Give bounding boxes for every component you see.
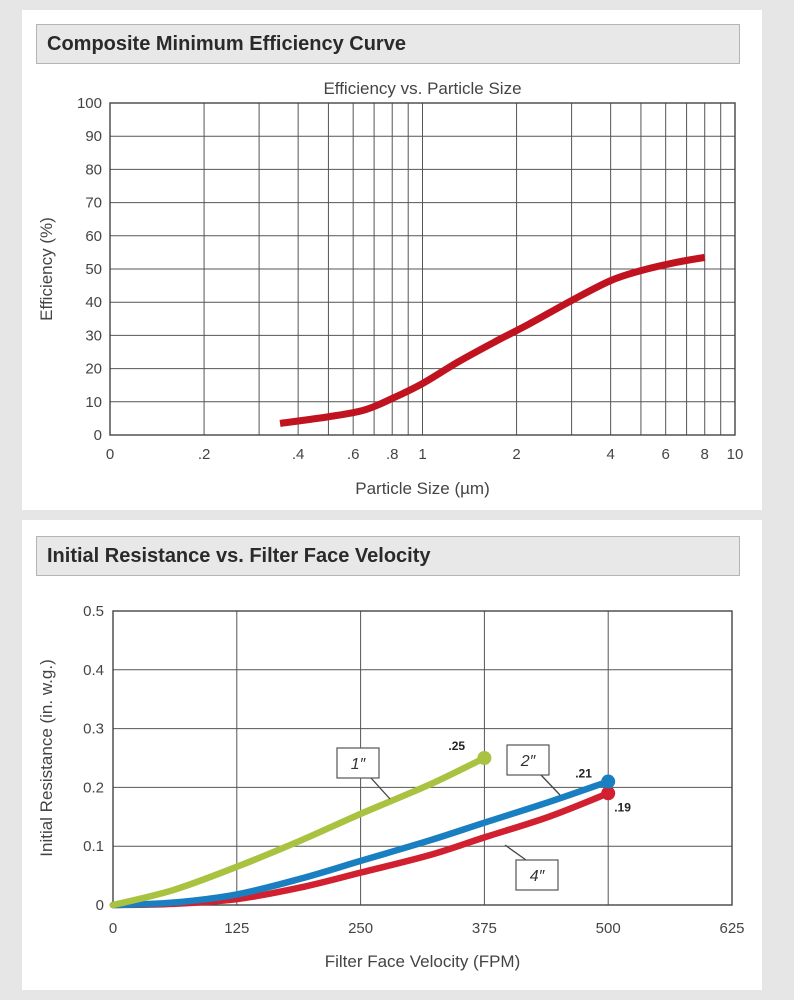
resistance-curve-endpoint-1 — [477, 751, 492, 765]
resistance-series-label: 2″ — [520, 753, 537, 770]
resistance-section-header: Initial Resistance vs. Filter Face Veloc… — [36, 536, 740, 576]
efficiency-x-axis-title: Particle Size (µm) — [355, 479, 489, 498]
resistance-callout-leader — [504, 844, 527, 861]
resistance-x-axis-title: Filter Face Velocity (FPM) — [325, 952, 521, 971]
resistance-callout-box — [336, 747, 380, 779]
resistance-curve-2 — [109, 778, 612, 909]
resistance-x-tick-label: 500 — [596, 920, 621, 937]
resistance-end-value-label: .19 — [614, 800, 631, 814]
resistance-panel: Initial Resistance vs. Filter Face Veloc… — [22, 520, 762, 990]
efficiency-x-tick-label: .4 — [292, 446, 305, 463]
resistance-callout-leader — [370, 777, 391, 800]
resistance-callout-leader — [540, 774, 561, 796]
efficiency-y-tick-label: 30 — [85, 327, 102, 344]
efficiency-y-tick-label: 90 — [85, 128, 102, 145]
resistance-curve-endpoint-2 — [601, 774, 616, 789]
efficiency-y-tick-label: 70 — [85, 195, 102, 212]
resistance-y-tick-label: 0.3 — [83, 721, 104, 738]
efficiency-y-tick-label: 0 — [94, 427, 102, 444]
efficiency-chart-title: Efficiency vs. Particle Size — [323, 79, 521, 98]
resistance-y-tick-label: 0.2 — [83, 779, 104, 796]
efficiency-x-tick-label: .2 — [198, 446, 211, 463]
resistance-x-tick-label: 250 — [348, 920, 373, 937]
efficiency-x-tick-label: 2 — [512, 446, 520, 463]
resistance-callout-box — [506, 744, 550, 776]
efficiency-x-tick-label: 0 — [106, 446, 114, 463]
resistance-series-label: 4″ — [530, 868, 546, 885]
efficiency-y-tick-label: 40 — [85, 294, 102, 311]
resistance-y-tick-label: 0.1 — [83, 838, 104, 855]
resistance-callout-box — [515, 859, 559, 891]
resistance-series-label: 1″ — [351, 756, 367, 773]
resistance-curve-1 — [109, 754, 488, 909]
resistance-x-tick-label: 0 — [109, 920, 117, 937]
efficiency-x-tick-label: 8 — [701, 446, 709, 463]
efficiency-x-tick-label: 4 — [606, 446, 614, 463]
efficiency-y-axis-title: Efficiency (%) — [37, 217, 56, 321]
efficiency-y-tick-label: 80 — [85, 161, 102, 178]
resistance-y-tick-label: 0.5 — [83, 603, 104, 620]
resistance-curve-endpoint-3 — [601, 786, 616, 801]
resistance-y-axis-title: Initial Resistance (in. w.g.) — [37, 659, 56, 856]
efficiency-y-tick-label: 60 — [85, 228, 102, 245]
efficiency-y-tick-label: 20 — [85, 361, 102, 378]
resistance-y-tick-label: 0.4 — [83, 662, 104, 679]
resistance-plot-frame — [112, 610, 733, 906]
efficiency-plot-frame — [109, 102, 736, 436]
resistance-end-value-label: .21 — [575, 767, 592, 781]
efficiency-section-header: Composite Minimum Efficiency Curve — [36, 24, 740, 64]
resistance-y-tick-label: 0 — [96, 897, 104, 914]
efficiency-y-tick-label: 50 — [85, 261, 102, 278]
efficiency-x-tick-label: 6 — [662, 446, 670, 463]
efficiency-y-tick-label: 10 — [85, 394, 102, 411]
resistance-x-tick-label: 625 — [719, 920, 744, 937]
efficiency-x-tick-label: 10 — [727, 446, 744, 463]
resistance-end-value-label: .25 — [448, 739, 465, 753]
resistance-x-tick-label: 125 — [224, 920, 249, 937]
efficiency-x-tick-label: .6 — [347, 446, 360, 463]
efficiency-curve — [279, 253, 706, 427]
efficiency-y-tick-label: 100 — [77, 95, 102, 112]
efficiency-x-tick-label: 1 — [418, 446, 426, 463]
efficiency-x-tick-label: .8 — [386, 446, 399, 463]
resistance-x-tick-label: 375 — [472, 920, 497, 937]
